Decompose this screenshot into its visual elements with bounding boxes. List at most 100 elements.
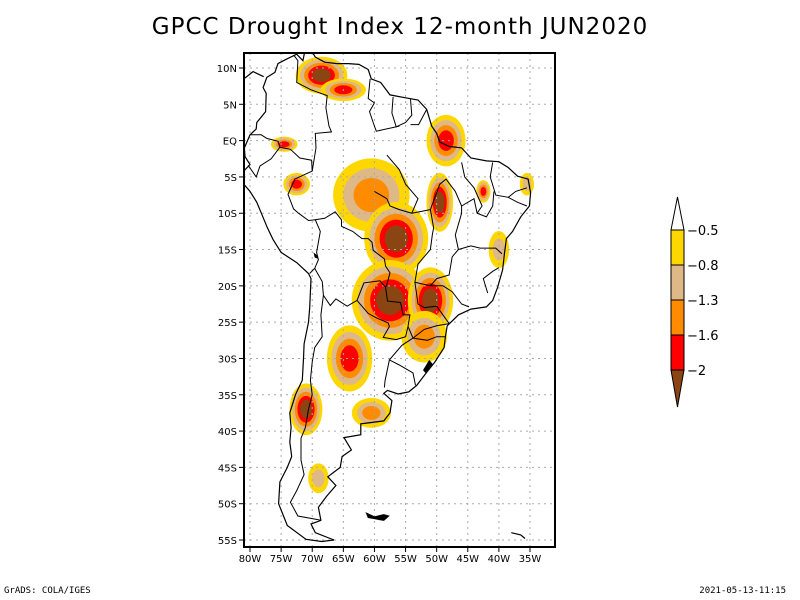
legend-label: −0.8: [687, 259, 719, 274]
legend-label: −1.3: [687, 294, 719, 309]
lat-tick-label: 20S: [218, 282, 237, 293]
panama-coastline: [244, 70, 264, 80]
lat-tick-label: 15S: [218, 246, 237, 257]
lat-tick-label: 40S: [218, 427, 237, 438]
falkland-islands: [365, 512, 390, 521]
grid-lines: [244, 53, 555, 547]
lon-tick-label: 70W: [301, 554, 324, 565]
drought-region: [426, 172, 454, 232]
lon-tick-label: 80W: [239, 554, 262, 565]
drought-region: [283, 172, 310, 196]
lon-axis: 80W 75W 70W 65W 60W 55W 50W 45W 40W 35W: [239, 547, 541, 565]
lon-tick-label: 55W: [394, 554, 417, 565]
coastlines-borders: [244, 53, 532, 543]
lat-tick-label: 10N: [217, 64, 237, 75]
lat-tick-label: 5S: [224, 173, 237, 184]
drought-shading: [270, 56, 535, 494]
drought-region: [289, 383, 323, 436]
drought-contour: [362, 405, 381, 420]
legend-label: −2: [687, 364, 706, 379]
south-georgia: [511, 532, 526, 539]
lake-titicaca: [313, 252, 319, 259]
political-border: [279, 146, 321, 274]
political-border: [429, 178, 463, 250]
lat-axis: 10N 5N EQ 5S 10S 15S 20S 25S 30S 35S 40S 45S 50S 55S: [217, 64, 244, 547]
drought-contour: [384, 225, 408, 252]
lagoa-dos-patos: [423, 359, 433, 373]
drought-region: [270, 136, 298, 152]
lat-tick-label: 55S: [218, 536, 237, 547]
political-border: [383, 359, 390, 388]
political-border: [507, 187, 528, 198]
lat-tick-label: 25S: [218, 318, 237, 329]
drought-region: [476, 180, 491, 203]
drought-contour: [413, 324, 435, 349]
legend-label: −0.5: [687, 224, 719, 239]
drought-contour: [492, 238, 506, 261]
political-border: [461, 191, 495, 218]
drought-contour: [312, 469, 325, 488]
footer-credit: GrADS: COLA/IGES: [4, 586, 91, 596]
map-title: GPCC Drought Index 12-month JUN2020: [151, 14, 649, 40]
drought-contour: [312, 68, 331, 82]
lat-tick-label: 35S: [218, 391, 237, 402]
drought-contour: [480, 186, 487, 196]
legend-swatch: [670, 299, 685, 336]
political-border: [414, 282, 450, 324]
colorbar-legend: −0.5 −0.8 −1.3 −1.6 −2: [670, 196, 719, 408]
drought-region: [519, 172, 535, 196]
lat-tick-label: 30S: [218, 354, 237, 365]
legend-label: −1.6: [687, 329, 719, 344]
political-border: [386, 154, 419, 214]
lon-tick-label: 40W: [488, 554, 511, 565]
political-border: [289, 295, 324, 521]
drought-contour: [522, 177, 532, 191]
drought-contour: [353, 177, 390, 213]
political-border: [293, 54, 333, 172]
lon-tick-label: 45W: [456, 554, 479, 565]
drought-contour: [278, 141, 290, 148]
south-america-coastline: [244, 53, 532, 543]
political-border: [461, 162, 483, 214]
drought-region: [351, 398, 391, 428]
drought-region: [407, 267, 454, 334]
political-border: [315, 211, 391, 288]
drought-contour: [300, 400, 312, 419]
political-border: [458, 245, 503, 255]
drought-contour: [434, 191, 445, 213]
political-border: [482, 267, 500, 294]
lon-tick-label: 50W: [425, 554, 448, 565]
political-border: [410, 109, 428, 126]
political-border: [412, 336, 446, 341]
drought-contour: [438, 130, 454, 151]
lon-tick-label: 60W: [363, 554, 386, 565]
lat-tick-label: 45S: [218, 463, 237, 474]
drought-region: [308, 463, 329, 494]
lat-tick-label: 10S: [218, 209, 237, 220]
drought-contour: [376, 285, 404, 315]
map-frame: [243, 52, 556, 548]
legend-swatch: [670, 264, 685, 301]
lon-tick-label: 65W: [332, 554, 355, 565]
political-border: [430, 285, 470, 308]
footer-timestamp: 2021-05-13-11:15: [699, 586, 786, 596]
political-border: [391, 96, 413, 128]
legend-overflow-bottom: [670, 369, 685, 408]
lon-tick-label: 75W: [270, 554, 293, 565]
political-border: [367, 78, 400, 132]
drought-region: [426, 114, 466, 167]
political-border: [356, 287, 411, 341]
drought-contour: [422, 288, 439, 313]
lat-tick-label: EQ: [223, 137, 237, 148]
drought-contour: [340, 345, 359, 372]
drought-region: [326, 325, 373, 392]
drought-region: [364, 201, 429, 276]
lat-tick-label: 50S: [218, 500, 237, 511]
legend-swatch: [670, 229, 685, 266]
drought-region: [401, 310, 447, 363]
lat-tick-label: 5N: [223, 100, 237, 111]
political-border: [489, 162, 528, 207]
legend-swatch: [670, 334, 685, 371]
political-border: [314, 268, 386, 307]
